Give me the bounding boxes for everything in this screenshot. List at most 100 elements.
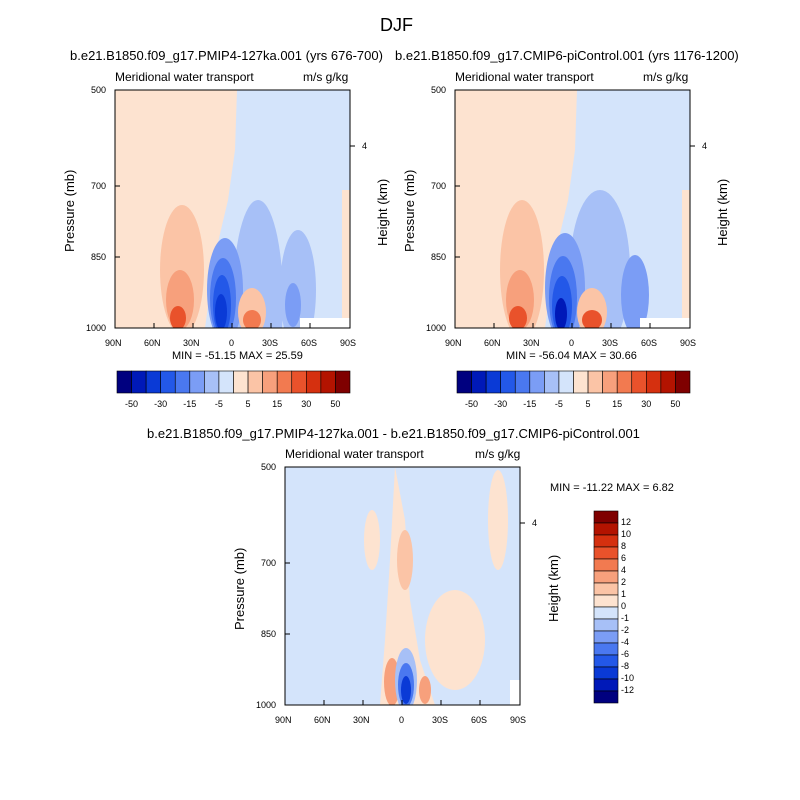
colorbar-swatch — [573, 370, 589, 394]
colorbar-tick-label: 50 — [330, 399, 341, 409]
colorbar-swatch — [593, 582, 619, 596]
height-tick: 4 — [532, 518, 538, 528]
colorbar-tick-label: -5 — [554, 399, 563, 409]
panel-left-stats: MIN = -51.15 MAX = 25.59 — [172, 350, 303, 362]
colorbar-tick-label: -10 — [621, 673, 635, 683]
colorbar-diff — [593, 510, 619, 704]
colorbar-swatch — [116, 370, 132, 394]
y-tick: 1000 — [426, 323, 447, 333]
colorbar-swatch — [233, 370, 249, 394]
colorbar-tick-label: 10 — [621, 529, 632, 539]
panel-right-title: b.e21.B1850.f09_g17.CMIP6-piControl.001 … — [395, 48, 739, 63]
colorbar-swatch — [160, 370, 176, 394]
colorbar-swatch — [145, 370, 161, 394]
contour-fill-right — [455, 90, 690, 328]
colorbar-swatch — [485, 370, 501, 394]
colorbar-swatch — [593, 570, 619, 584]
colorbar-right — [456, 370, 691, 394]
x-tick: 30S — [432, 715, 449, 725]
x-tick: 0 — [569, 338, 575, 348]
colorbar-swatch — [456, 370, 472, 394]
colorbar-swatch — [593, 606, 619, 620]
panel-right-units: m/s g/kg — [643, 70, 689, 84]
colorbar-tick-label: 0 — [621, 601, 627, 611]
colorbar-swatch — [593, 678, 619, 692]
colorbar-left — [116, 370, 351, 394]
y-tick: 850 — [91, 252, 107, 262]
colorbar-swatch — [335, 370, 351, 394]
colorbar-tick-label: -30 — [494, 399, 508, 409]
y-tick: 1000 — [256, 700, 277, 710]
colorbar-tick-label: -15 — [183, 399, 197, 409]
panel-diff-ylabel: Pressure (mb) — [232, 547, 247, 630]
colorbar-tick-label: 30 — [301, 399, 312, 409]
colorbar-swatch — [189, 370, 205, 394]
colorbar-swatch — [593, 666, 619, 680]
colorbar-tick-label: 1 — [621, 589, 627, 599]
colorbar-swatch — [593, 546, 619, 560]
panel-left-ylabel-right: Height (km) — [375, 178, 390, 246]
panel-left-title: b.e21.B1850.f09_g17.PMIP4-127ka.001 (yrs… — [70, 48, 383, 63]
colorbar-swatch — [616, 370, 633, 394]
colorbar-swatch — [593, 618, 619, 632]
colorbar-swatch — [602, 370, 618, 394]
panel-right-ylabel-right: Height (km) — [715, 178, 730, 246]
y-tick: 500 — [91, 85, 107, 95]
x-tick: 30S — [602, 338, 619, 348]
y-tick: 700 — [431, 181, 447, 191]
y-tick: 850 — [261, 629, 277, 639]
x-tick: 60S — [641, 338, 658, 348]
panel-diff-title: b.e21.B1850.f09_g17.PMIP4-127ka.001 - b.… — [147, 426, 640, 441]
panel-diff-variable: Meridional water transport — [285, 447, 424, 461]
x-tick: 60N — [484, 338, 501, 348]
colorbar-swatch — [675, 370, 691, 394]
colorbar-swatch — [247, 370, 263, 394]
colorbar-tick-label: 5 — [245, 399, 251, 409]
contour-fill-left — [115, 90, 350, 328]
x-tick: 90S — [510, 715, 527, 725]
colorbar-tick-label: -15 — [523, 399, 537, 409]
colorbar-tick-label: 8 — [621, 541, 627, 551]
figure-title: DJF — [380, 15, 413, 35]
y-tick: 850 — [431, 252, 447, 262]
colorbar-tick-label: -2 — [621, 625, 630, 635]
colorbar-swatch — [529, 370, 545, 394]
colorbar-swatch — [593, 594, 619, 608]
colorbar-tick-label: 12 — [621, 517, 632, 527]
colorbar-swatch — [514, 370, 531, 394]
panel-diff-stats: MIN = -11.22 MAX = 6.82 — [550, 482, 674, 494]
panel-diff-ylabel-right: Height (km) — [546, 554, 561, 622]
colorbar-tick-label: -4 — [621, 637, 630, 647]
colorbar-swatch — [291, 370, 307, 394]
x-tick: 90N — [445, 338, 462, 348]
colorbar-swatch — [593, 630, 619, 644]
colorbar-tick-label: -8 — [621, 661, 630, 671]
colorbar-tick-label: 15 — [272, 399, 283, 409]
panel-left-ylabel: Pressure (mb) — [62, 169, 77, 252]
y-tick: 1000 — [86, 323, 107, 333]
x-tick: 30N — [353, 715, 370, 725]
colorbar-swatch — [593, 654, 619, 668]
colorbar-tick-label: -5 — [214, 399, 223, 409]
colorbar-tick-label: 2 — [621, 577, 627, 587]
colorbar-swatch — [646, 370, 662, 394]
colorbar-swatch — [204, 370, 220, 394]
colorbar-tick-label: -6 — [621, 649, 630, 659]
panel-right-variable: Meridional water transport — [455, 70, 594, 84]
x-tick: 90N — [105, 338, 122, 348]
colorbar-swatch — [593, 642, 619, 656]
colorbar-tick-label: -1 — [621, 613, 630, 623]
colorbar-tick-label: -12 — [621, 685, 635, 695]
height-tick: 4 — [702, 141, 708, 151]
colorbar-tick-label: 30 — [641, 399, 652, 409]
x-tick: 0 — [229, 338, 235, 348]
y-tick: 700 — [261, 558, 277, 568]
x-tick: 60N — [314, 715, 331, 725]
colorbar-swatch — [276, 370, 293, 394]
colorbar-swatch — [593, 522, 619, 536]
colorbar-swatch — [218, 370, 234, 394]
colorbar-tick-label: 5 — [585, 399, 591, 409]
colorbar-tick-label: 50 — [670, 399, 681, 409]
